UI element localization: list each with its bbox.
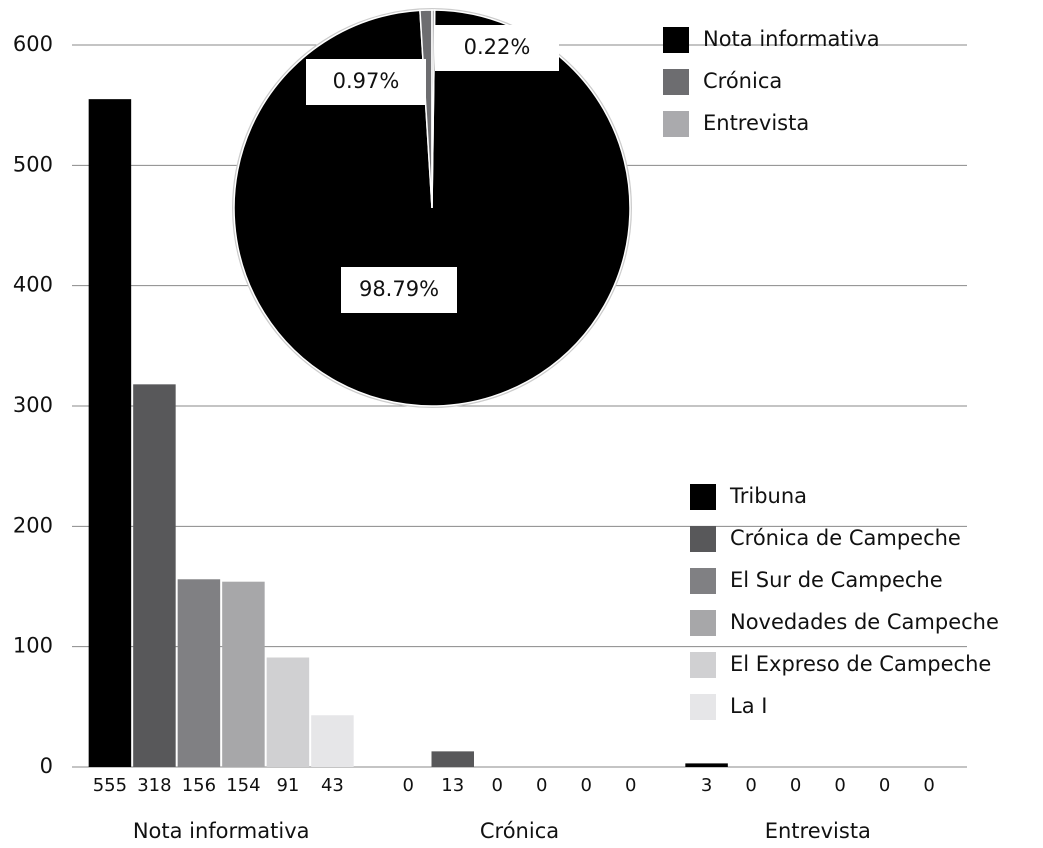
- value-label: 0: [745, 775, 756, 796]
- bar: [177, 579, 221, 767]
- pie-slice: [431, 9, 436, 209]
- pie-label-box: [306, 59, 426, 105]
- value-label: 91: [276, 775, 299, 796]
- pie-value-label: 0.97%: [333, 69, 400, 93]
- bar: [88, 99, 132, 767]
- value-label: 43: [321, 775, 344, 796]
- value-label: 0: [879, 775, 890, 796]
- value-label: 0: [403, 775, 414, 796]
- legend-swatch: [663, 69, 689, 95]
- value-label: 0: [834, 775, 845, 796]
- value-label: 318: [137, 775, 171, 796]
- pie-label-box: [341, 267, 457, 313]
- y-tick-label: 600: [13, 32, 53, 56]
- y-tick-label: 500: [13, 152, 53, 176]
- legend-swatch: [690, 610, 716, 636]
- value-label: 3: [701, 775, 712, 796]
- legend-swatch: [663, 27, 689, 53]
- x-tick-label: Nota informativa: [133, 819, 310, 843]
- bar: [311, 715, 354, 767]
- y-tick-label: 200: [13, 513, 53, 537]
- value-label: 0: [790, 775, 801, 796]
- legend-swatch: [663, 111, 689, 137]
- value-label: 0: [492, 775, 503, 796]
- value-label: 156: [182, 775, 216, 796]
- legend-label: Nota informativa: [703, 27, 880, 51]
- legend-label: Crónica: [703, 69, 782, 93]
- pie-value-label: 98.79%: [359, 277, 439, 301]
- legend-label: El Expreso de Campeche: [730, 652, 991, 676]
- legend-label: El Sur de Campeche: [730, 568, 943, 592]
- value-label: 0: [536, 775, 547, 796]
- legend-label: La I: [730, 694, 767, 718]
- legend-swatch: [690, 484, 716, 510]
- legend-swatch: [690, 568, 716, 594]
- legend-swatch: [690, 652, 716, 678]
- legend-label: Entrevista: [703, 111, 809, 135]
- legend-swatch: [690, 526, 716, 552]
- bar: [133, 384, 176, 767]
- value-label: 0: [625, 775, 636, 796]
- y-tick-label: 300: [13, 393, 53, 417]
- bar: [685, 763, 728, 767]
- value-label: 13: [441, 775, 464, 796]
- x-tick-label: Entrevista: [765, 819, 871, 843]
- value-label: 154: [226, 775, 260, 796]
- legend-label: Tribuna: [729, 484, 807, 508]
- bar: [222, 581, 265, 767]
- bar: [266, 657, 310, 767]
- legend-label: Crónica de Campeche: [730, 526, 961, 550]
- pie-label-box: [435, 25, 559, 71]
- value-label: 0: [581, 775, 592, 796]
- value-label: 555: [93, 775, 127, 796]
- y-tick-label: 0: [40, 754, 53, 778]
- bar: [431, 751, 474, 767]
- y-tick-label: 100: [13, 634, 53, 658]
- y-tick-label: 400: [13, 273, 53, 297]
- pie-value-label: 0.22%: [464, 35, 531, 59]
- x-tick-label: Crónica: [480, 819, 559, 843]
- value-label: 0: [923, 775, 934, 796]
- legend-swatch: [690, 694, 716, 720]
- legend-label: Novedades de Campeche: [730, 610, 999, 634]
